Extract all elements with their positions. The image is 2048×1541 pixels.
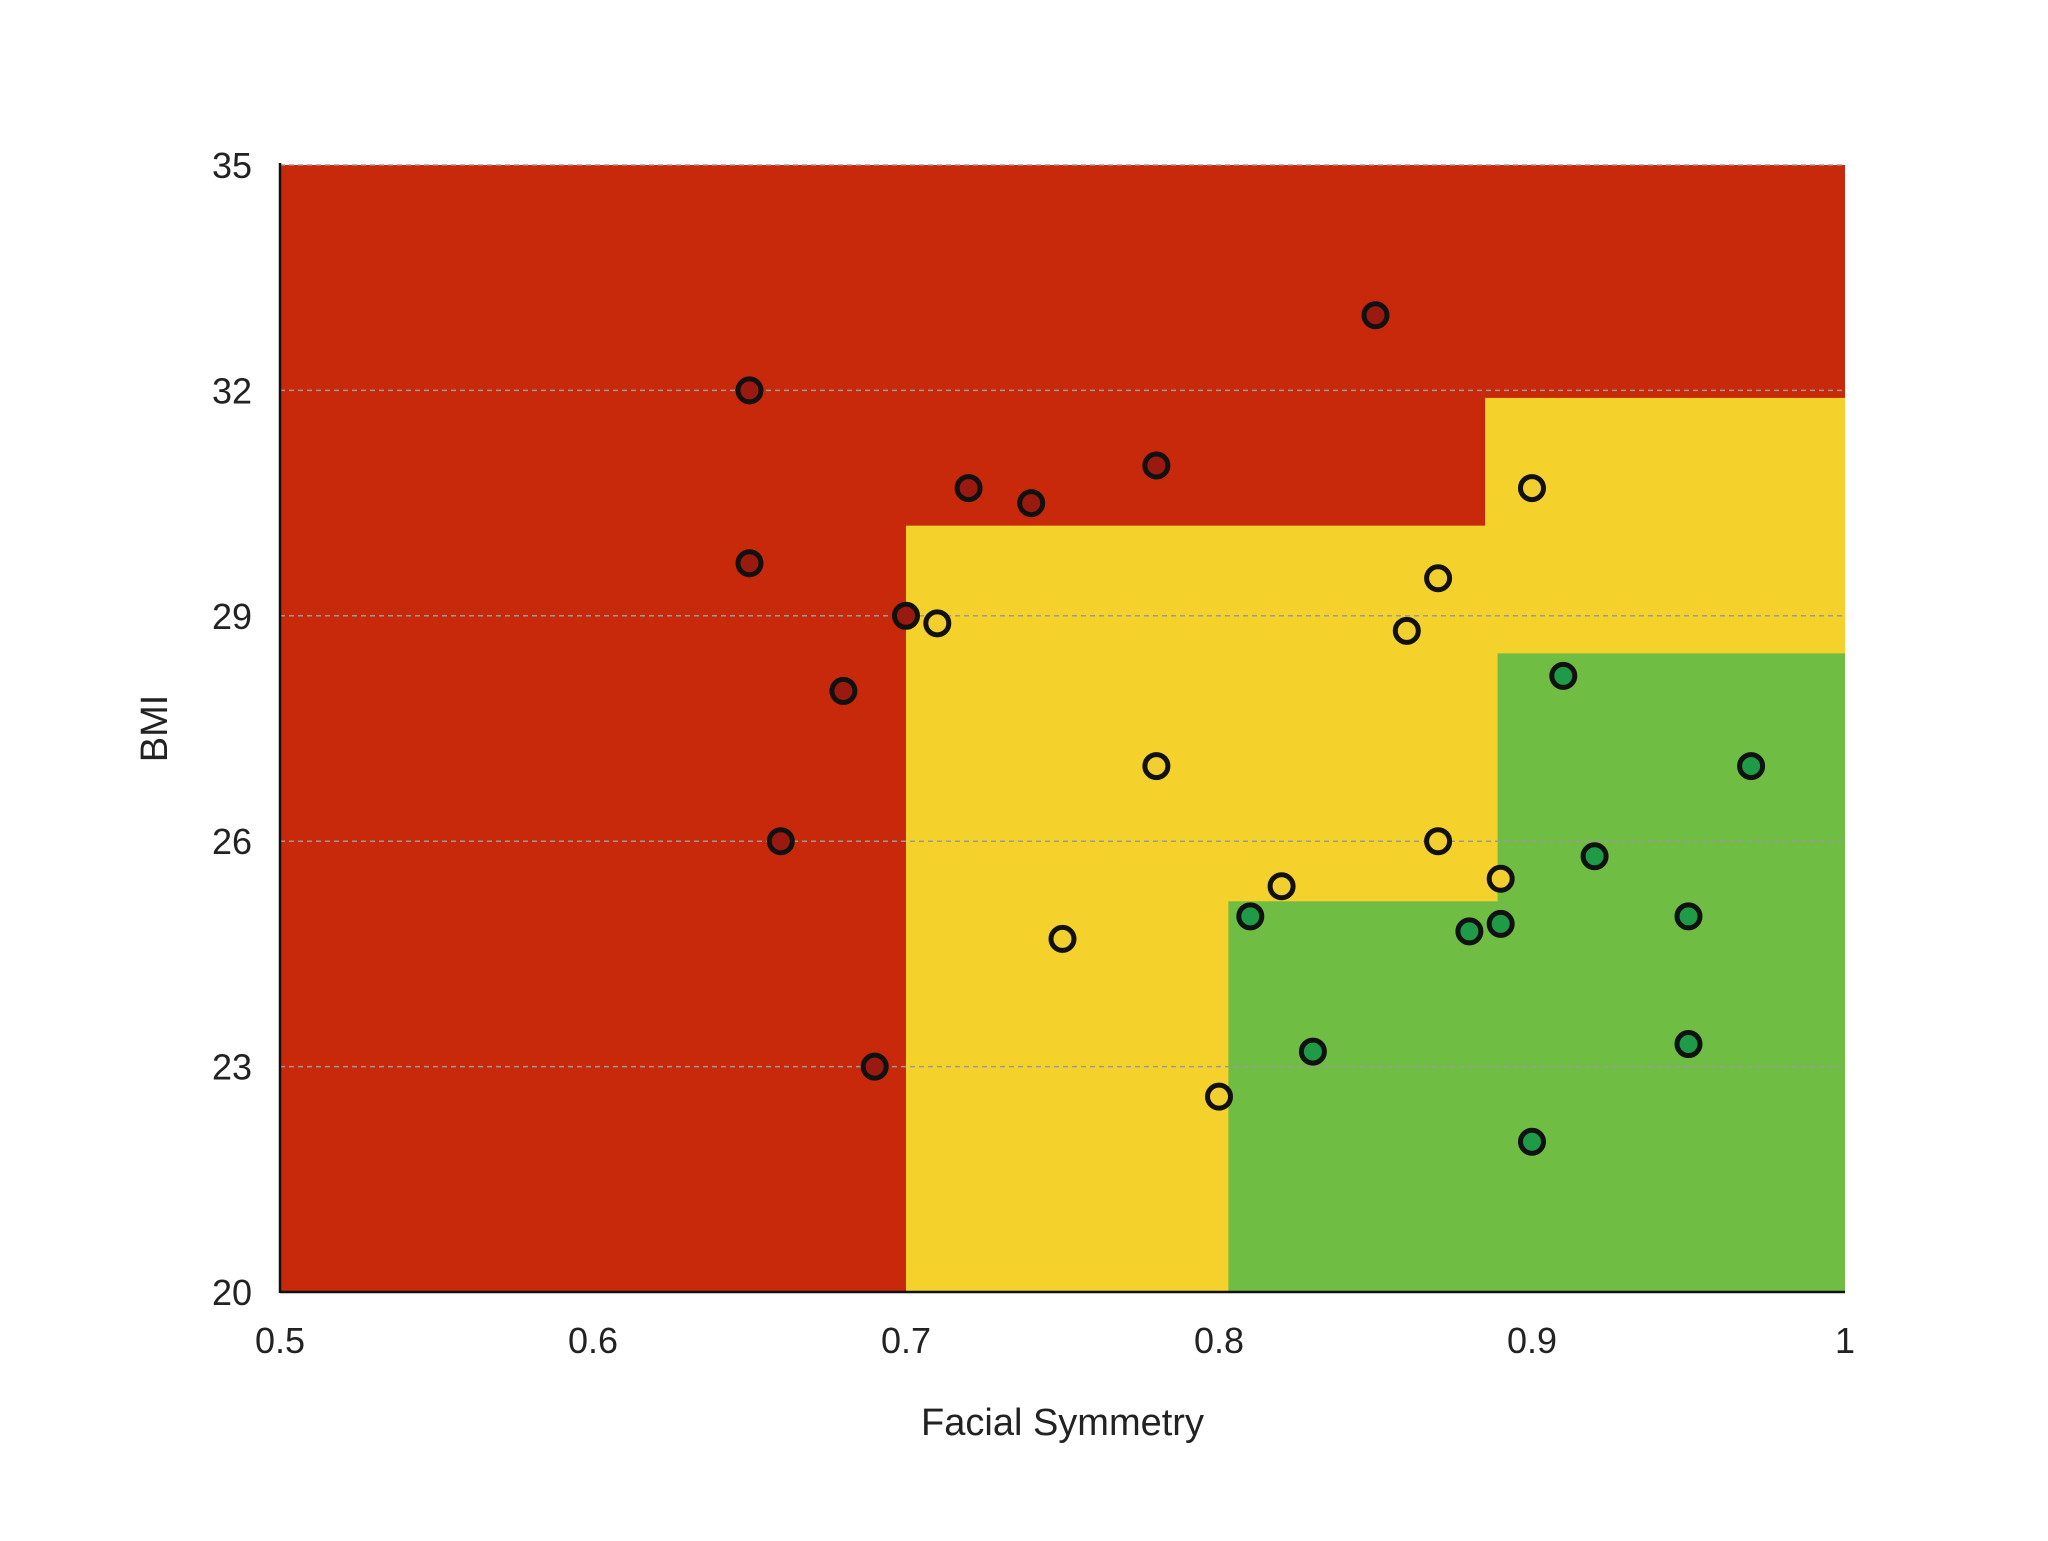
yellow-data-point-13	[1205, 1082, 1233, 1111]
yellow-data-point-10	[923, 609, 952, 638]
red-data-point-1	[735, 549, 764, 578]
red-data-point-5	[892, 601, 920, 630]
green-zone-region-4	[1497, 653, 1845, 1292]
x-axis-title: Facial Symmetry	[921, 1402, 1204, 1444]
green-data-point-27	[1674, 902, 1703, 931]
red-data-point-7	[1017, 489, 1046, 518]
x-tick-label-3: 0.8	[1194, 1320, 1244, 1361]
yellow-data-point-14	[1267, 872, 1296, 901]
x-tick-label-5: 1	[1835, 1320, 1855, 1361]
zone-regions	[280, 165, 1845, 1292]
green-data-point-28	[1674, 1030, 1703, 1059]
y-axis-title: BMI	[134, 695, 176, 763]
red-data-point-0	[735, 376, 764, 405]
x-tick-label-1: 0.6	[568, 1320, 618, 1361]
yellow-data-point-15	[1392, 616, 1421, 645]
yellow-data-point-16	[1424, 564, 1453, 593]
green-data-point-26	[1580, 842, 1609, 871]
yellow-data-point-18	[1486, 864, 1515, 893]
y-tick-label-2: 26	[212, 821, 252, 862]
data-points	[735, 301, 1766, 1156]
green-data-point-20	[1236, 902, 1265, 931]
green-data-point-22	[1455, 917, 1484, 946]
green-data-point-21	[1298, 1037, 1327, 1066]
red-data-point-8	[1142, 451, 1171, 480]
green-data-point-24	[1518, 1127, 1546, 1156]
red-data-point-4	[860, 1052, 889, 1081]
tick-labels: 20 23 26 29 32 35 0.5 0.6 0.7 0.8 0.9 1	[212, 145, 1855, 1361]
x-tick-label-2: 0.7	[881, 1320, 931, 1361]
x-tick-label-0: 0.5	[255, 1320, 305, 1361]
green-data-point-25	[1549, 661, 1578, 690]
yellow-data-point-19	[1518, 474, 1546, 503]
yellow-data-point-12	[1142, 752, 1171, 781]
y-tick-label-3: 29	[212, 596, 252, 637]
axes	[278, 163, 1845, 1294]
yellow-data-point-11	[1048, 924, 1077, 953]
red-data-point-2	[766, 827, 795, 856]
green-data-point-23	[1486, 909, 1515, 938]
x-tick-label-4: 0.9	[1507, 1320, 1557, 1361]
y-tick-label-1: 23	[212, 1047, 252, 1088]
y-tick-label-4: 32	[212, 370, 252, 411]
red-data-point-6	[954, 474, 983, 503]
y-tick-label-5: 35	[212, 145, 252, 186]
red-data-point-3	[829, 676, 858, 705]
red-data-point-9	[1361, 301, 1390, 330]
y-tick-label-0: 20	[212, 1272, 252, 1313]
green-data-point-29	[1737, 752, 1766, 781]
yellow-data-point-17	[1424, 827, 1453, 856]
